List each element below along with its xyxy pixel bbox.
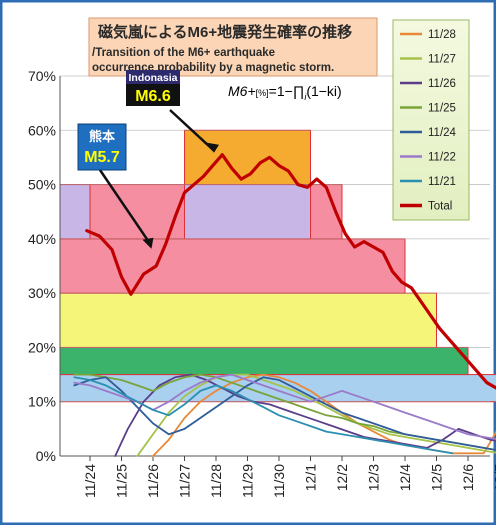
- plot-area: 0% 10% 20% 30% 40% 50% 60% 70% 11/24 11/25 11/26 11…: [28, 68, 496, 498]
- annotation-1-value: M6.6: [135, 88, 171, 105]
- annotation-arrow-2: [98, 169, 153, 247]
- annotation-arrowhead-1: [207, 142, 219, 153]
- y-tick-label: 60%: [28, 122, 56, 138]
- y-tick-label: 50%: [28, 177, 56, 193]
- annotations: Indonasia M6.6 熊本 M5.7: [77, 70, 219, 249]
- y-tick-label: 0%: [36, 448, 56, 464]
- annotation-2-label: 熊本: [89, 129, 115, 144]
- x-tick-label: 12/7: [492, 464, 496, 491]
- x-tick-label: 12/3: [366, 464, 382, 491]
- y-tick-label: 10%: [28, 394, 56, 410]
- x-tick-label: 12/1: [303, 464, 319, 491]
- legend: 11/28 11/27 11/26 11/25 11/24 11/22 11/21 Total: [392, 19, 470, 221]
- series-line-11-26: [114, 373, 496, 457]
- y-tick-label: 20%: [28, 339, 56, 355]
- legend-label: 11/28: [428, 29, 456, 41]
- formula: M6+[%]=1−∏i(1−ki): [228, 83, 342, 102]
- band-1: [59, 346, 469, 376]
- legend-label: 11/22: [428, 152, 456, 164]
- x-tick-label: 11/24: [82, 464, 98, 498]
- annotation-1-label: Indonasia: [128, 72, 177, 84]
- y-tick-label: 70%: [28, 68, 56, 84]
- title-en-line1: /Transition of the M6+ earthquake: [92, 47, 275, 59]
- title-box: 磁気嵐によるM6+地震発生確率の推移 /Transition of the M6…: [88, 17, 378, 77]
- title-jp: 磁気嵐によるM6+地震発生確率の推移: [98, 23, 352, 41]
- legend-label: 11/21: [428, 176, 456, 188]
- x-tick-label: 11/30: [271, 464, 287, 498]
- series-line-Total: [85, 153, 496, 390]
- title-background: [88, 17, 378, 77]
- legend-label: 11/27: [428, 54, 456, 66]
- legend-label: 11/26: [428, 78, 456, 90]
- legend-label: Total: [428, 201, 452, 213]
- annotation-2-value: M5.7: [84, 149, 120, 166]
- y-tick-label: 30%: [28, 285, 56, 301]
- series-line-11-21: [73, 376, 454, 455]
- x-tick-label: 11/26: [145, 464, 161, 498]
- x-tick-label: 12/2: [334, 464, 350, 491]
- annotation-arrow-1: [169, 109, 215, 152]
- annotation-arrowhead-2: [142, 237, 154, 249]
- legend-background: [392, 19, 470, 221]
- x-tick-label: 11/25: [114, 464, 130, 498]
- x-tick-label: 12/5: [429, 464, 445, 491]
- legend-label: 11/24: [428, 127, 457, 139]
- band-2: [59, 292, 437, 348]
- band-7: [184, 184, 311, 240]
- annotation-1-label-bg: [126, 70, 180, 84]
- series-line-11-27: [136, 373, 496, 457]
- series-line-11-24: [73, 376, 496, 451]
- legend-label: 11/25: [428, 103, 456, 115]
- annotation-2-bg: [77, 123, 127, 171]
- y-tick-label: 40%: [28, 231, 56, 247]
- x-tick-label: 12/4: [397, 464, 413, 491]
- x-tick-label: 11/28: [208, 464, 224, 498]
- formula-text: M6+[%]=1−∏i(1−ki): [228, 83, 342, 102]
- annotation-1-value-bg: [126, 84, 180, 106]
- x-tick-label: 11/27: [177, 464, 193, 498]
- x-tick-label: 12/6: [460, 464, 476, 491]
- x-tick-label: 11/29: [240, 464, 256, 498]
